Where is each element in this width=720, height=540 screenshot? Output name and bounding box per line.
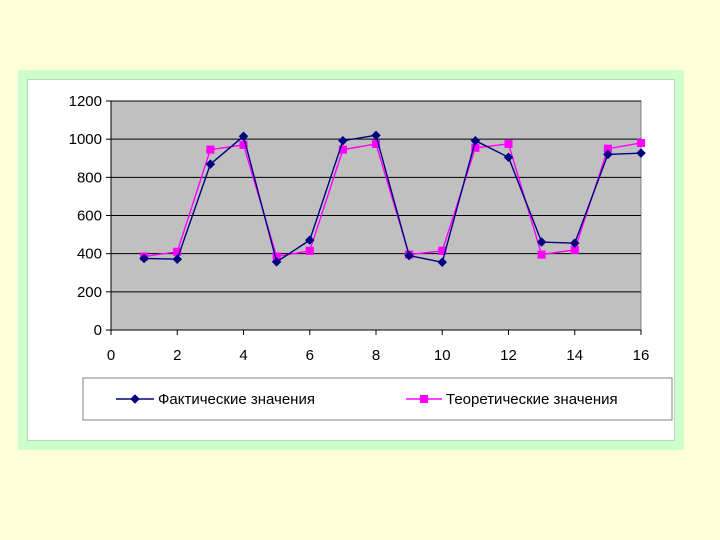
- y-tick-label: 0: [94, 322, 102, 339]
- y-tick-label: 400: [77, 246, 102, 263]
- data-point-actual: [139, 253, 149, 264]
- data-point-theoretical: [305, 246, 314, 255]
- data-point-actual: [569, 238, 580, 249]
- data-point-actual: [437, 257, 448, 268]
- chart-area: 0 200 400 600 800 1000 1200 0 2 4 6 8 10 12 14 16 Факти…: [27, 79, 675, 441]
- line-chart: 0 200 400 600 800 1000 1200 0 2 4 6 8 10 12 14 16 Факти…: [69, 93, 673, 421]
- data-point-theoretical: [537, 250, 546, 259]
- data-point-actual: [470, 135, 481, 146]
- legend-label-actual: Фактические значения: [158, 391, 315, 408]
- axes: 0 200 400 600 800 1000 1200 0 2 4 6 8 10 12 14 16: [69, 93, 650, 364]
- series-line-theoretical: [144, 142, 642, 258]
- data-point-actual: [304, 235, 315, 245]
- chart-frame: 0 200 400 600 800 1000 1200 0 2 4 6 8 10 12 14 16 Факти…: [18, 70, 684, 450]
- y-tick-label: 200: [77, 284, 102, 301]
- data-point-actual: [271, 257, 282, 267]
- series-line-actual: [144, 134, 642, 264]
- data-point-actual: [636, 148, 646, 158]
- series-lines: [139, 130, 646, 268]
- data-point-actual: [603, 149, 613, 160]
- y-tick-label: 1200: [69, 93, 102, 110]
- data-point-actual: [371, 130, 381, 141]
- data-point-actual: [172, 254, 183, 265]
- data-point-actual: [205, 159, 216, 170]
- legend-marker-actual: [130, 394, 140, 404]
- legend: Фактические значения Теоретические значен…: [82, 377, 673, 421]
- data-point-actual: [338, 135, 348, 146]
- x-tick-label: 2: [173, 347, 181, 364]
- data-point-theoretical: [636, 138, 646, 148]
- x-tick-label: 12: [500, 347, 517, 364]
- data-point-actual: [404, 250, 414, 261]
- y-tick-label: 600: [77, 208, 102, 225]
- data-point-theoretical: [206, 145, 215, 154]
- y-tick-label: 1000: [69, 131, 102, 148]
- data-point-theoretical: [338, 145, 347, 154]
- data-point-theoretical: [504, 139, 513, 148]
- x-tick-label: 0: [107, 347, 115, 364]
- x-tick-label: 4: [239, 347, 247, 364]
- y-tick-label: 800: [77, 169, 102, 186]
- x-tick-label: 16: [633, 347, 650, 364]
- data-point-actual: [503, 152, 514, 163]
- legend-marker-theoretical: [419, 394, 429, 404]
- legend-box: [82, 377, 673, 421]
- x-tick-label: 6: [306, 347, 314, 364]
- data-point-actual: [536, 237, 547, 247]
- x-tick-label: 14: [566, 347, 583, 364]
- x-tick-label: 8: [372, 347, 380, 364]
- data-point-actual: [238, 131, 249, 142]
- x-tick-label: 10: [434, 347, 451, 364]
- legend-label-theoretical: Теоретические значения: [446, 391, 618, 408]
